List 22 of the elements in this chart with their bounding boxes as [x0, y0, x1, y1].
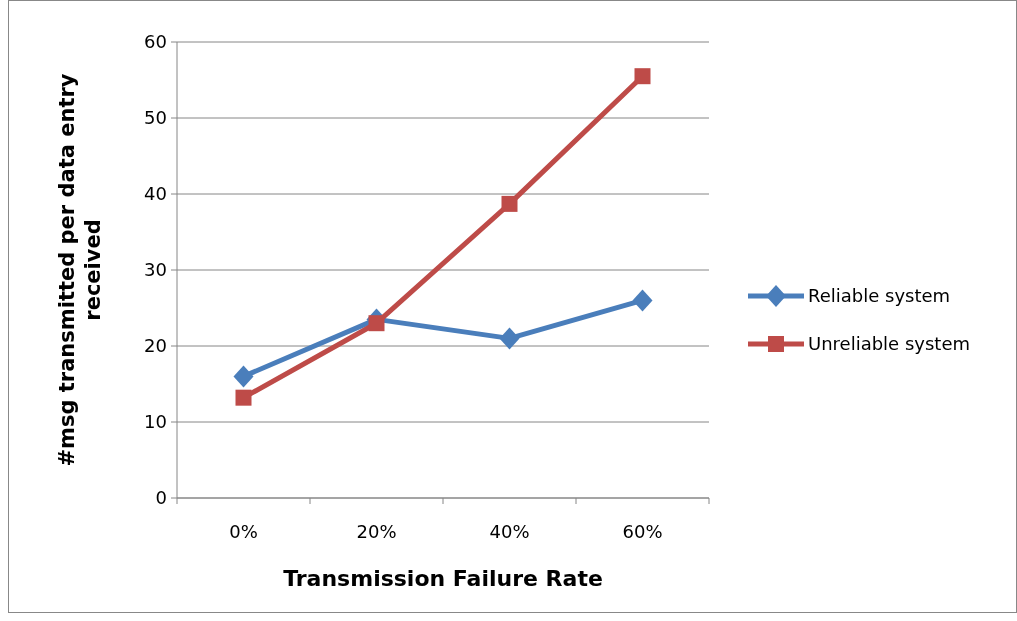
x-tick-label: 60%: [622, 521, 663, 542]
y-tick-label: 50: [144, 107, 167, 129]
legend-label: Unreliable system: [808, 333, 970, 355]
y-tick-label: 60: [144, 31, 167, 53]
y-tick-label: 20: [144, 335, 167, 357]
legend-label: Reliable system: [808, 285, 951, 307]
point: [634, 68, 651, 85]
y-tick-label: 40: [144, 183, 167, 205]
point: [368, 315, 385, 332]
point: [632, 289, 653, 312]
y-tick-label: 30: [144, 259, 167, 281]
point: [501, 195, 518, 212]
y-axis-title: #msg transmitted per data entry received: [55, 73, 105, 467]
point: [233, 365, 254, 388]
point: [235, 389, 252, 406]
y-tick-label: 10: [144, 411, 167, 433]
point: [499, 327, 520, 350]
x-axis-title: Transmission Failure Rate: [283, 566, 603, 591]
y-tick-label: 0: [155, 487, 167, 509]
x-tick-label: 20%: [356, 521, 397, 542]
x-tick-label: 40%: [489, 521, 530, 542]
x-tick-label: 0%: [229, 521, 258, 542]
